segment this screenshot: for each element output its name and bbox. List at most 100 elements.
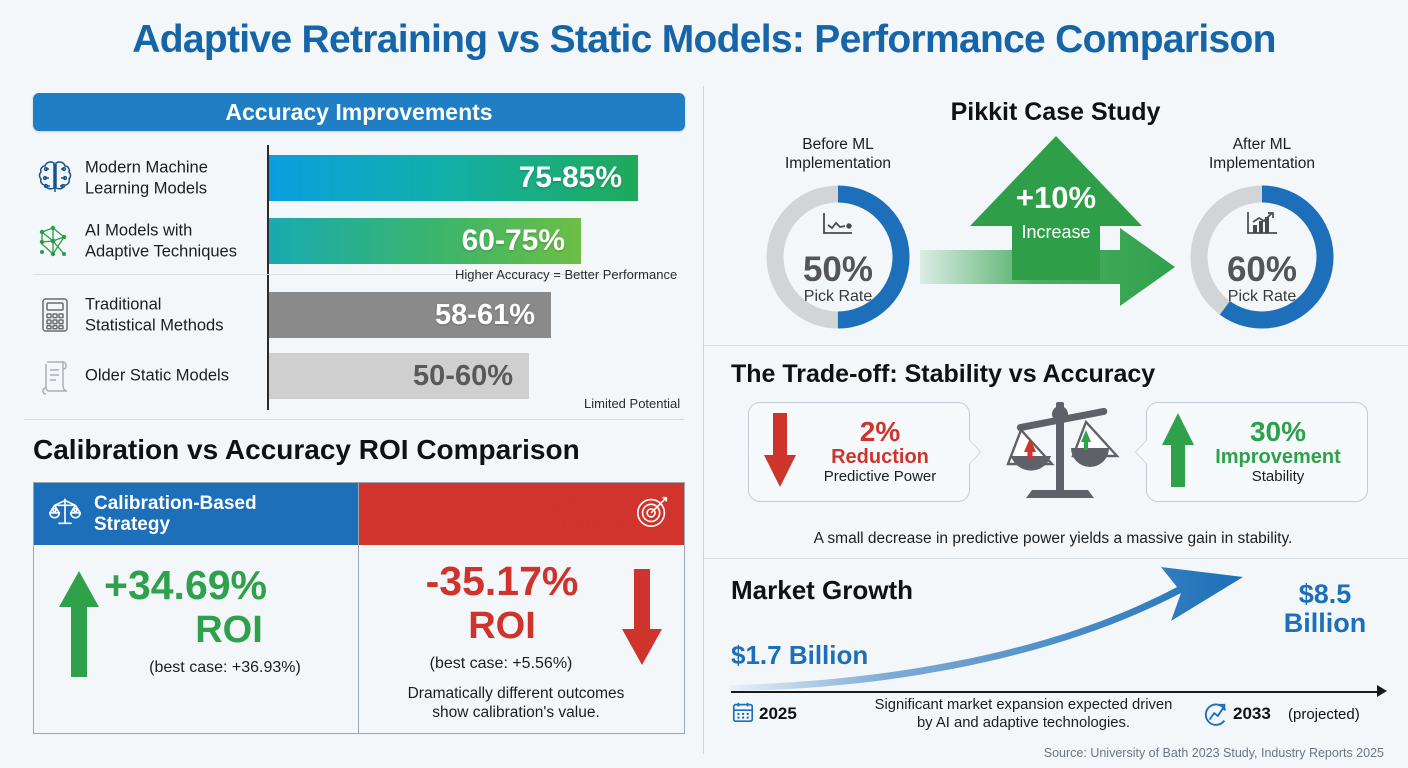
down-arrow-icon: [620, 567, 664, 672]
tradeoff-value: 2%: [859, 416, 901, 448]
tradeoff-card-improvement: 30% Improvement Stability: [1136, 402, 1368, 502]
market-end-value: $8.5 Billion: [1265, 579, 1385, 638]
bar-label-line2: Statistical Methods: [85, 316, 224, 334]
tradeoff-small: Stability: [1251, 468, 1305, 486]
roi-header-line2: Strategy: [547, 514, 624, 535]
donut-label-before: Pick Rate: [803, 287, 873, 305]
market-section-title: Market Growth: [731, 575, 914, 605]
market-growth-arrow: [731, 565, 1331, 695]
bar-label: Traditional Statistical Methods: [85, 294, 295, 335]
roi-bestcase-calibration: (best case: +36.93%): [149, 659, 301, 676]
market-end-line1: $8.5: [1298, 579, 1352, 609]
donut-chart-after: 60% Pick Rate: [1187, 182, 1337, 332]
caption-line1: After ML: [1232, 136, 1292, 153]
bar-label: AI Models with Adaptive Techniques: [85, 220, 295, 261]
tradeoff-value: 30%: [1249, 416, 1307, 448]
roi-header-text: Calibration-Based Strategy: [94, 493, 257, 536]
caption-line2: Implementation: [1209, 154, 1315, 172]
roi-section-title: Calibration vs Accuracy ROI Comparison: [33, 434, 580, 465]
roi-comparison-table: Calibration-Based Strategy +34.69% ROI (…: [33, 482, 685, 734]
calendar-icon: [731, 700, 755, 729]
tradeoff-mid: Reduction: [831, 446, 929, 469]
bar-label-line2: Adaptive Techniques: [85, 242, 237, 260]
roi-body-accuracy: -35.17% ROI (best case: +5.56%) Dramatic…: [359, 545, 684, 733]
roi-note-accuracy: Dramatically different outcomes show cal…: [365, 685, 667, 723]
vertical-divider: [703, 86, 704, 754]
target-icon: [634, 492, 672, 535]
page-title: Adaptive Retraining vs Static Models: Pe…: [132, 18, 1276, 61]
donut-caption-after: After ML Implementation: [1182, 136, 1342, 174]
delta-value-text: +10%: [1016, 180, 1096, 215]
roi-value-accuracy: -35.17%: [425, 558, 579, 604]
delta-label-text: Increase: [1021, 222, 1090, 242]
market-end-year-suffix: (projected): [1288, 706, 1360, 723]
brain-icon: [33, 156, 77, 200]
tradeoff-card-reduction: 2% Reduction Predictive Power: [748, 402, 980, 502]
tradeoff-text-reduction: 2% Reduction Predictive Power: [797, 416, 969, 486]
donut-chart-before: 50% Pick Rate: [763, 182, 913, 332]
roi-column-calibration: Calibration-Based Strategy +34.69% ROI (…: [34, 483, 359, 733]
accuracy-note-high: Higher Accuracy = Better Performance: [455, 267, 678, 282]
divider-tradeoff-market: [703, 558, 1408, 559]
callout-pointer-right: [968, 439, 980, 465]
bar-label: Older Static Models: [85, 366, 295, 387]
bar-value: 58-61%: [269, 292, 551, 338]
tradeoff-section-title: The Trade-off: Stability vs Accuracy: [731, 360, 1156, 388]
accuracy-note-low: Limited Potential: [584, 396, 681, 411]
pikkit-section-title: Pikkit Case Study: [950, 98, 1161, 126]
roi-value-calibration: +34.69%: [104, 562, 267, 608]
roi-body-calibration: +34.69% ROI (best case: +36.93%): [34, 545, 358, 733]
roi-header-text: Accuracy-Based Strategy: [475, 493, 624, 536]
roi-column-accuracy: Accuracy-Based Strategy -35.17% ROI: [359, 483, 684, 733]
bar-label-line1: Modern Machine: [85, 158, 208, 177]
roi-header-calibration: Calibration-Based Strategy: [34, 483, 358, 545]
flat-line-chart-icon: [818, 209, 858, 244]
market-mid-line1: Significant market expansion expected dr…: [874, 697, 1173, 713]
market-start-value: $1.7 Billion: [731, 640, 869, 670]
caption-line2: Implementation: [785, 154, 891, 172]
bar-chart-axis: [267, 145, 269, 410]
donut-center-after: 60% Pick Rate: [1187, 182, 1337, 332]
scroll-icon: [33, 354, 77, 398]
bar-value: 50-60%: [269, 353, 529, 399]
tradeoff-text-improvement: 30% Improvement Stability: [1195, 416, 1367, 486]
tradeoff-footer: A small decrease in predictive power yie…: [813, 530, 1293, 547]
roi-header-line1: Accuracy-Based: [475, 492, 624, 514]
bar-label: Modern Machine Learning Models: [85, 157, 295, 198]
scales-icon: [46, 492, 84, 535]
donut-center-before: 50% Pick Rate: [763, 182, 913, 332]
roi-bestcase-accuracy: (best case: +5.56%): [429, 655, 573, 672]
donut-percent-before: 50%: [802, 249, 874, 289]
tradeoff-mid: Improvement: [1215, 446, 1341, 469]
roi-unit-calibration: ROI: [195, 609, 263, 651]
divider-pikkit-tradeoff: [703, 345, 1408, 346]
caption-line1: Before ML: [802, 136, 874, 153]
increase-arrow-graphic: +10% Increase: [920, 130, 1195, 315]
bar-label-line2: Learning Models: [85, 179, 207, 197]
calculator-icon: [33, 293, 77, 337]
roi-header-line2: Strategy: [94, 514, 171, 535]
bar-label-line1: AI Models with: [85, 221, 193, 240]
tradeoff-small: Predictive Power: [823, 468, 937, 486]
up-arrow-icon: [1161, 411, 1195, 494]
accuracy-section-header: Accuracy Improvements: [33, 93, 685, 131]
market-end-year: 2033: [1233, 704, 1271, 723]
market-mid-line2: by AI and adaptive technologies.: [916, 714, 1131, 731]
accuracy-mid-separator: [33, 274, 653, 275]
donut-percent-after: 60%: [1226, 249, 1298, 289]
down-arrow-icon: [763, 411, 797, 494]
roi-header-line1: Calibration-Based: [94, 492, 257, 514]
market-start-year: 2025: [759, 704, 797, 723]
bar-label-line1: Traditional: [85, 295, 162, 314]
callout-pointer-left: [1136, 439, 1148, 465]
rising-bar-chart-icon: [1242, 209, 1282, 244]
roi-header-accuracy: Accuracy-Based Strategy: [359, 483, 684, 545]
balance-scale-icon: [990, 392, 1130, 515]
trend-up-icon: [1203, 702, 1229, 733]
donut-caption-before: Before ML Implementation: [758, 136, 918, 174]
market-axis-line: [731, 691, 1383, 693]
roi-unit-accuracy: ROI: [468, 605, 536, 647]
axis-arrowhead-icon: [1377, 685, 1387, 697]
market-mid-note: Significant market expansion expected dr…: [851, 697, 1196, 733]
